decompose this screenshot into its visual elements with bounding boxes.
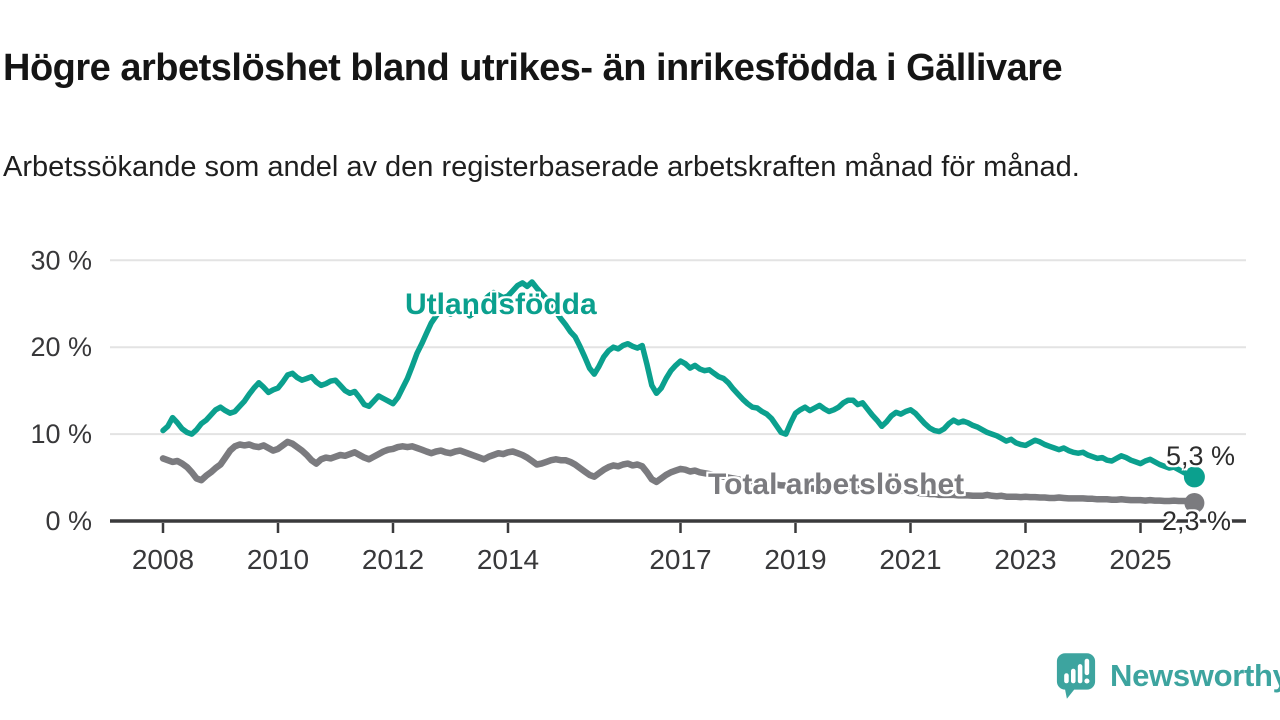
logo-exclamation-dot <box>1084 678 1090 684</box>
x-tick-label-2021: 2021 <box>879 544 941 575</box>
newsworthy-logo-icon <box>1056 653 1096 699</box>
x-tick-label-2010: 2010 <box>247 544 309 575</box>
logo-bar-1 <box>1064 673 1069 684</box>
logo-bar-2 <box>1071 668 1076 684</box>
x-tick-label-2017: 2017 <box>649 544 711 575</box>
end-value-label-utlandsfodda: 5,3 % <box>1166 441 1236 471</box>
total-end-dot <box>1184 493 1205 513</box>
logo-bar-3 <box>1077 664 1083 684</box>
newsworthy-logo-text: Newsworthy <box>1110 658 1280 693</box>
series-label-utlandsfodda: Utlandsfödda <box>405 288 597 321</box>
chart-subtitle: Arbetssökande som andel av den registerb… <box>3 151 1080 183</box>
series-label-total-arbetsloshet: Total arbetslöshet <box>708 468 965 501</box>
x-tick-label-2012: 2012 <box>362 544 424 575</box>
total-line <box>159 438 1192 505</box>
x-tick-label-2023: 2023 <box>994 544 1056 575</box>
end-value-label-total: 2,3 % <box>1162 506 1232 536</box>
utlandsfodda-line <box>160 279 1192 478</box>
x-tick-label-2025: 2025 <box>1109 544 1171 575</box>
y-tick-label-20: 20 % <box>30 332 92 362</box>
y-tick-label-0: 0 % <box>45 506 92 536</box>
x-tick-label-2008: 2008 <box>132 544 194 575</box>
logo-exclamation-bar <box>1084 658 1090 676</box>
y-tick-label-10: 10 % <box>30 419 92 449</box>
x-tick-label-2014: 2014 <box>477 544 539 575</box>
y-tick-label-30: 30 % <box>30 245 92 275</box>
chart-title: Högre arbetslöshet bland utrikes- än inr… <box>3 47 1063 90</box>
newsworthy-logo: Newsworthy <box>1056 652 1280 700</box>
utlandsfodda-end-dot <box>1183 466 1205 488</box>
logo-bubble <box>1056 653 1096 699</box>
x-tick-label-2019: 2019 <box>764 544 826 575</box>
